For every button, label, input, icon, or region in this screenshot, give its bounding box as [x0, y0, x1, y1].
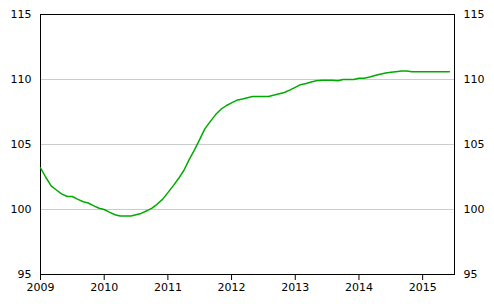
svg-text:2015: 2015: [409, 281, 437, 294]
svg-text:105: 105: [11, 138, 32, 151]
svg-text:100: 100: [11, 203, 32, 216]
svg-text:2011: 2011: [154, 281, 182, 294]
svg-text:2012: 2012: [218, 281, 246, 294]
svg-text:95: 95: [464, 268, 478, 281]
svg-text:100: 100: [464, 203, 485, 216]
svg-text:95: 95: [18, 268, 32, 281]
svg-text:2010: 2010: [90, 281, 118, 294]
svg-text:105: 105: [464, 138, 485, 151]
svg-text:115: 115: [464, 8, 485, 21]
svg-text:2014: 2014: [345, 281, 373, 294]
svg-text:110: 110: [464, 73, 485, 86]
svg-text:110: 110: [11, 73, 32, 86]
svg-text:115: 115: [11, 8, 32, 21]
svg-text:2013: 2013: [281, 281, 309, 294]
svg-text:2009: 2009: [27, 281, 55, 294]
